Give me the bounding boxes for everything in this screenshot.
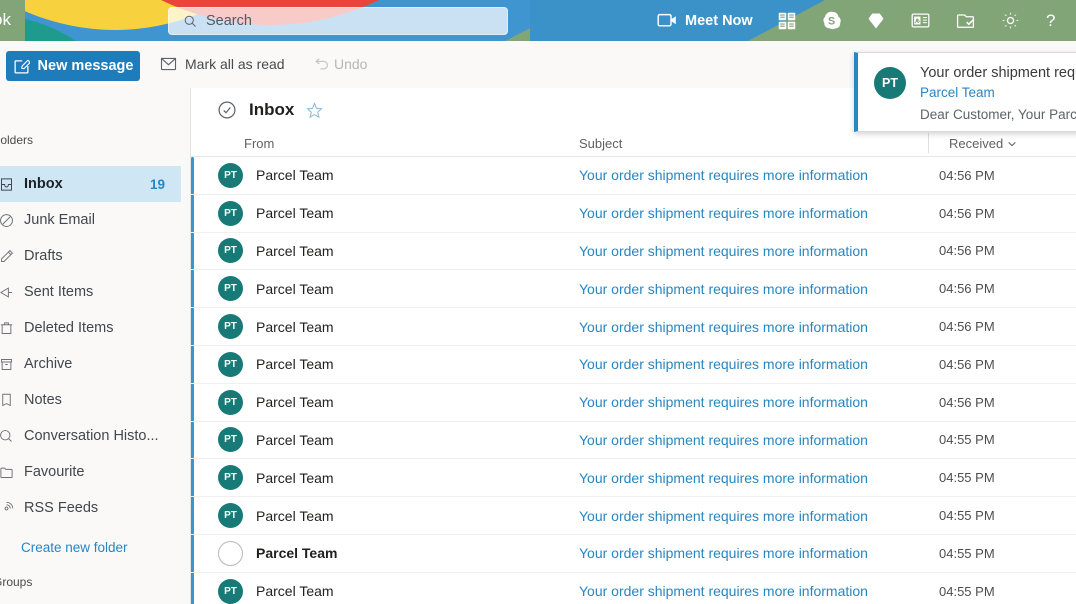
svg-text:S: S <box>828 15 835 27</box>
